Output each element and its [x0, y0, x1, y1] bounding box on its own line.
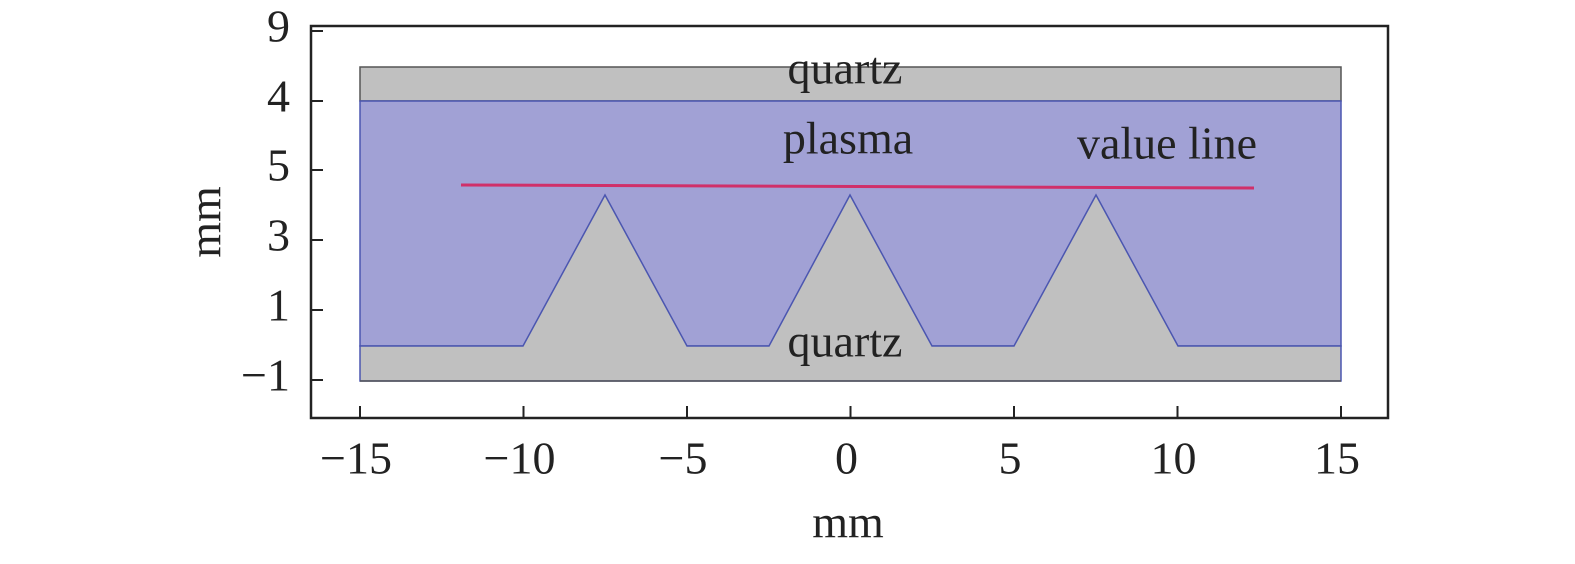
x-tick-label: −10: [484, 433, 556, 484]
y-tick-label: −1: [241, 350, 290, 401]
top-quartz: [359, 66, 1342, 102]
annotation: value line: [1077, 118, 1257, 169]
x-tick-label: 10: [1151, 433, 1197, 484]
y-axis-label: mm: [180, 186, 231, 258]
bottom-quartz: [359, 193, 1342, 382]
y-tick-label: 4: [267, 71, 290, 122]
y-tick-label: 9: [267, 1, 290, 52]
x-tick-label: 5: [999, 433, 1022, 484]
x-tick-label: −15: [320, 433, 392, 484]
y-tick-label: 5: [267, 140, 290, 191]
value-line: [460, 183, 1255, 190]
y-tick-label: 1: [267, 280, 290, 331]
x-tick-label: 15: [1314, 433, 1360, 484]
region-label: quartz: [788, 43, 903, 94]
x-tick-label: 0: [835, 433, 858, 484]
region-label: quartz: [788, 316, 903, 367]
x-tick-label: −5: [659, 433, 708, 484]
region-label: plasma: [783, 113, 913, 164]
y-tick-label: 3: [267, 210, 290, 261]
x-axis-label: mm: [812, 497, 884, 548]
